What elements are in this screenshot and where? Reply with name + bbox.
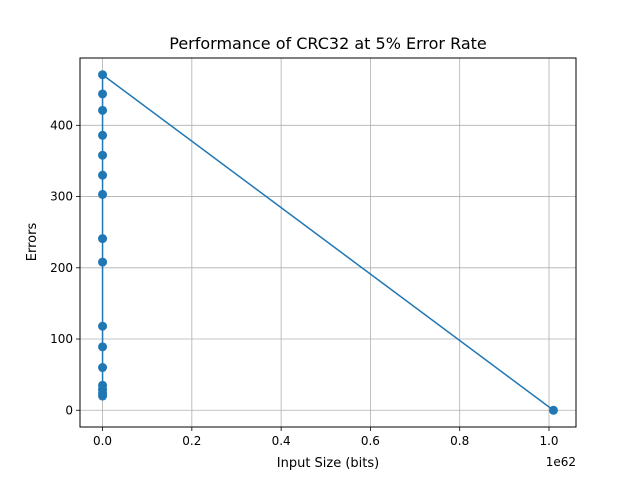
x-axis-label: Input Size (bits)	[277, 456, 380, 471]
data-point	[98, 234, 108, 244]
grid	[80, 58, 576, 427]
x-axis-offset-label: 1e62	[546, 455, 576, 469]
data-point	[98, 89, 108, 99]
x-tick-label: 0.8	[450, 434, 469, 448]
data-point	[98, 150, 108, 160]
data-point	[98, 170, 108, 180]
data-point	[98, 363, 108, 373]
y-tick-label: 300	[50, 190, 73, 204]
y-tick-label: 0	[65, 403, 73, 417]
x-tick-label: 0.4	[272, 434, 291, 448]
data-point	[98, 105, 108, 115]
data-point	[98, 130, 108, 140]
data-point	[548, 405, 558, 415]
data-point	[98, 380, 108, 390]
x-tick-label: 0.0	[93, 434, 112, 448]
plot-frame	[79, 57, 577, 428]
y-axis-label: Errors	[25, 223, 40, 262]
x-axis-ticks: 0.0 0.2 0.4 0.6 0.8 1.0	[93, 427, 559, 448]
data-point	[98, 189, 108, 199]
data-point	[98, 342, 108, 352]
y-tick-label: 400	[50, 118, 73, 132]
y-axis-ticks: 0 100 200 300 400	[50, 118, 80, 417]
data-point	[98, 257, 108, 267]
data-point	[98, 321, 108, 331]
data-points	[98, 70, 558, 415]
x-tick-label: 0.2	[182, 434, 201, 448]
chart-title: Performance of CRC32 at 5% Error Rate	[169, 34, 487, 53]
x-tick-label: 0.6	[361, 434, 380, 448]
y-tick-label: 100	[50, 332, 73, 346]
data-point	[98, 70, 108, 80]
x-tick-label: 1.0	[539, 434, 558, 448]
y-tick-label: 200	[50, 261, 73, 275]
